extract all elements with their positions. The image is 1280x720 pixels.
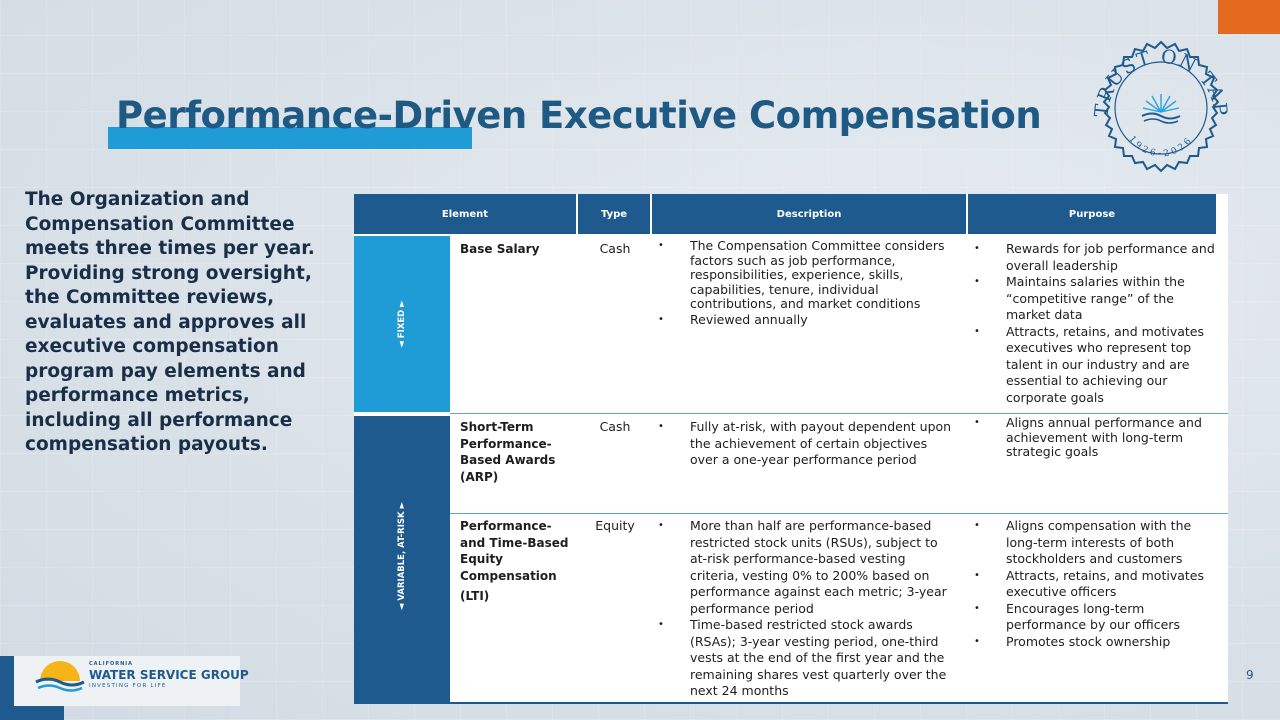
- list-item: Time-based restricted stock awards (RSAs…: [654, 617, 956, 700]
- corner-accent: [1218, 0, 1280, 34]
- header-description: Description: [652, 194, 966, 234]
- group-fixed-band: ◄ FIXED ►: [354, 236, 450, 412]
- list-item: Fully at-risk, with payout dependent upo…: [654, 419, 956, 469]
- list-item: More than half are performance-based res…: [654, 518, 956, 617]
- row-lti-element-sub: (LTI): [460, 589, 490, 603]
- svg-text:1926-2026: 1926-2026: [1126, 134, 1195, 159]
- list-item: Attracts, retains, and motivates executi…: [970, 324, 1222, 407]
- compensation-table: Element Type Description Purpose ◄ FIXED…: [354, 194, 1228, 704]
- logo-state-label: CALIFORNIA: [89, 661, 134, 667]
- row-base-salary-type: Cash: [599, 241, 631, 256]
- logo-company-name: WATER SERVICE GROUP: [89, 668, 249, 682]
- seal-years: 1926-2026: [1126, 134, 1192, 159]
- row-lti-purpose: Aligns compensation with the long-term i…: [970, 518, 1222, 650]
- list-item: Encourages long-term performance by our …: [970, 601, 1222, 634]
- header-purpose: Purpose: [968, 194, 1216, 234]
- logo-tagline: INVESTING FOR LIFE: [89, 683, 167, 689]
- list-item: Aligns compensation with the long-term i…: [970, 518, 1222, 568]
- intro-paragraph: The Organization and Compensation Commit…: [25, 189, 315, 455]
- group-variable-label: ◄ VARIABLE, AT-RISK ►: [397, 501, 407, 611]
- row-lti-description: More than half are performance-based res…: [654, 518, 956, 700]
- seal-scalloped-edge: [1102, 40, 1220, 173]
- table-bottom-rule: [354, 702, 1228, 704]
- trust-on-tap-seal: TRUST ON TAP 1926-2026: [1091, 40, 1230, 173]
- list-item: Promotes stock ownership: [970, 634, 1222, 651]
- row-arp-element: Short-Term Performance-Based Awards (ARP…: [460, 420, 556, 484]
- list-item: Maintains salaries within the “competiti…: [970, 274, 1222, 324]
- row-base-salary-element: Base Salary: [460, 242, 540, 256]
- row-arp-type: Cash: [599, 419, 631, 434]
- sun-waves-icon: [35, 661, 85, 692]
- row-divider: [450, 513, 1228, 514]
- row-divider: [450, 413, 1228, 414]
- group-fixed-label: ◄ FIXED ►: [397, 300, 407, 348]
- list-item: Rewards for job performance and overall …: [970, 241, 1222, 274]
- list-item: Aligns annual performance and achievemen…: [970, 415, 1222, 460]
- group-variable-band: ◄ VARIABLE, AT-RISK ►: [354, 416, 450, 704]
- row-lti-element: Performance- and Time-Based Equity Compe…: [460, 519, 569, 583]
- row-arp-purpose: Aligns annual performance and achievemen…: [970, 415, 1222, 460]
- page-number: 9: [1246, 668, 1254, 682]
- list-item: Reviewed annually: [654, 312, 956, 329]
- row-arp-description: Fully at-risk, with payout dependent upo…: [654, 419, 956, 469]
- header-type: Type: [578, 194, 650, 234]
- title-underline-bar: [108, 127, 472, 149]
- row-base-salary-purpose: Rewards for job performance and overall …: [970, 241, 1222, 406]
- list-item: Attracts, retains, and motivates executi…: [970, 568, 1222, 601]
- header-element: Element: [354, 194, 576, 234]
- row-base-salary-description: The Compensation Committee considers fac…: [654, 238, 956, 329]
- row-lti-type: Equity: [595, 518, 635, 533]
- list-item: The Compensation Committee considers fac…: [654, 238, 956, 312]
- sunburst-icon: [1142, 94, 1180, 113]
- slide-title: Performance-Driven Executive Compensatio…: [116, 94, 1042, 137]
